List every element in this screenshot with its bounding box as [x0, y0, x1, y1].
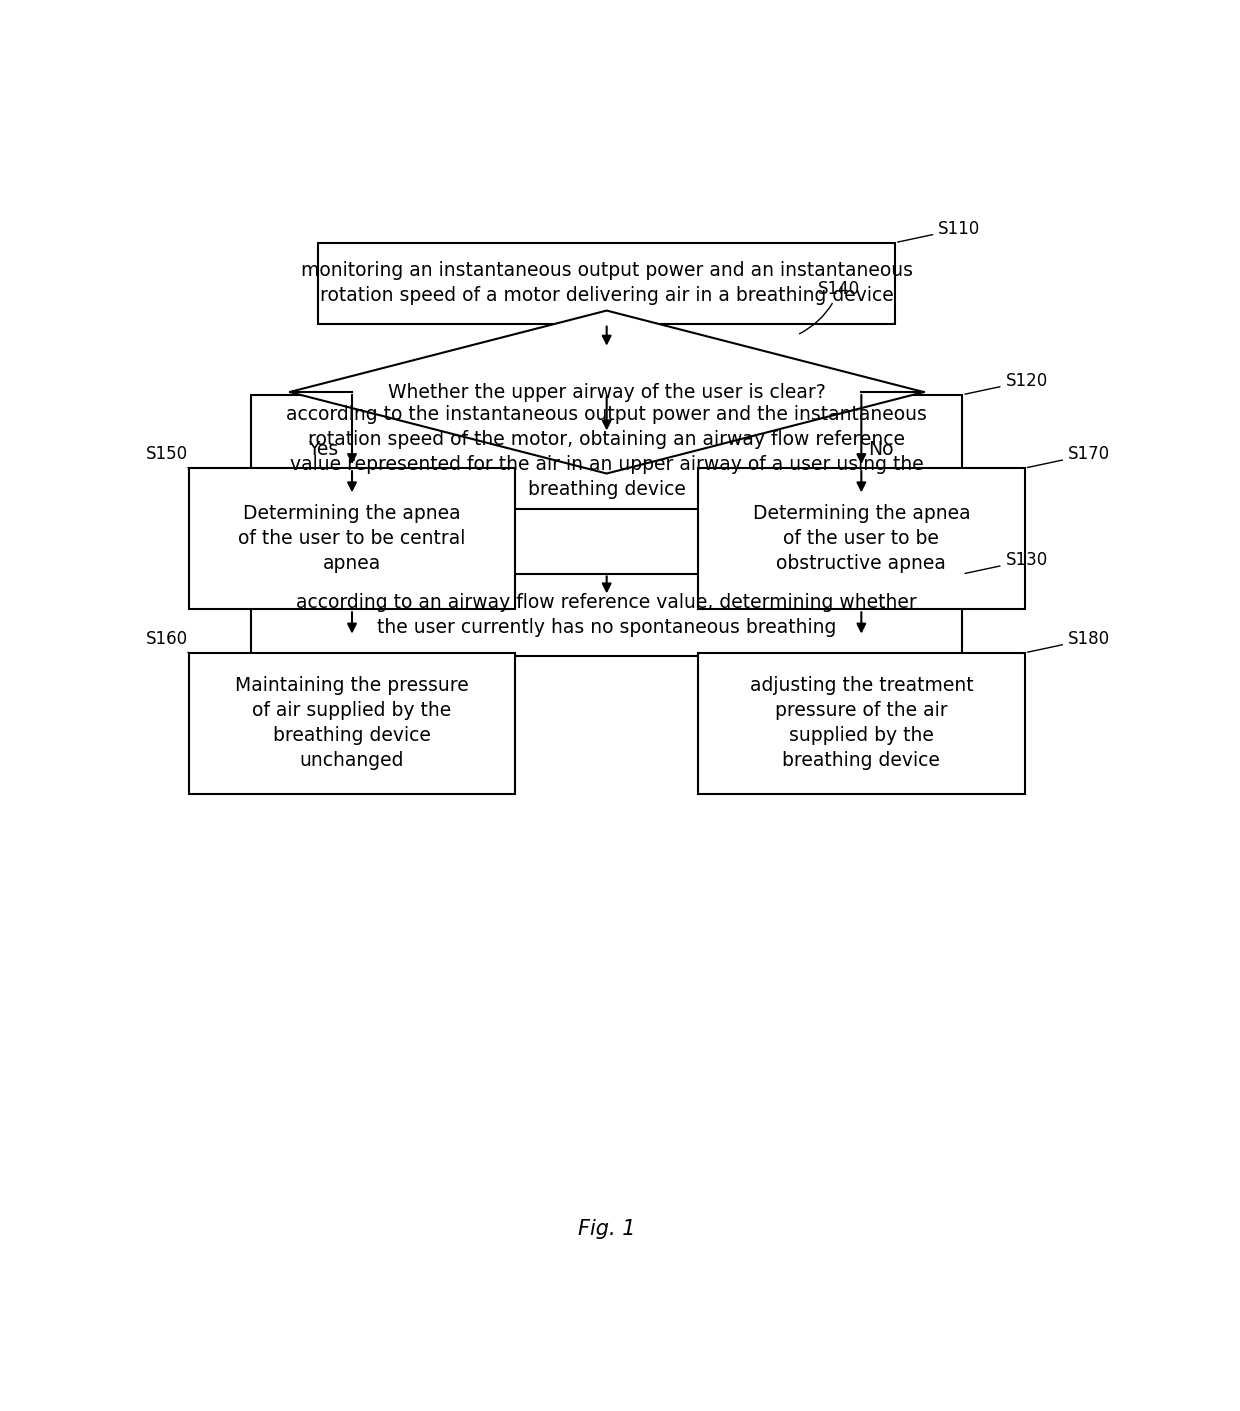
Text: Determining the apnea
of the user to be
obstructive apnea: Determining the apnea of the user to be … [753, 504, 970, 573]
Bar [250, 574, 962, 656]
Bar [188, 468, 516, 610]
Bar [698, 468, 1024, 610]
Text: Fig. 1: Fig. 1 [578, 1219, 635, 1239]
Text: S120: S120 [965, 373, 1048, 394]
Text: Yes: Yes [308, 440, 339, 459]
Text: S130: S130 [965, 552, 1048, 573]
Polygon shape [289, 310, 924, 474]
Text: monitoring an instantaneous output power and an instantaneous
rotation speed of : monitoring an instantaneous output power… [300, 261, 913, 305]
Text: Determining the apnea
of the user to be central
apnea: Determining the apnea of the user to be … [238, 504, 466, 573]
Bar [698, 653, 1024, 794]
Bar [188, 653, 516, 794]
Text: according to the instantaneous output power and the instantaneous
rotation speed: according to the instantaneous output po… [286, 405, 928, 499]
Text: S160: S160 [145, 631, 188, 653]
Text: according to an airway flow reference value, determining whether
the user curren: according to an airway flow reference va… [296, 593, 918, 636]
Text: S180: S180 [1028, 631, 1110, 652]
Text: S150: S150 [145, 446, 188, 468]
Text: S140: S140 [800, 281, 861, 334]
Text: S110: S110 [898, 220, 981, 243]
Bar [250, 395, 962, 509]
Text: No: No [868, 440, 893, 459]
Text: adjusting the treatment
pressure of the air
supplied by the
breathing device: adjusting the treatment pressure of the … [749, 676, 973, 770]
Text: S170: S170 [1028, 446, 1110, 467]
Bar [319, 243, 895, 325]
Text: Whether the upper airway of the user is clear?: Whether the upper airway of the user is … [388, 382, 826, 402]
Text: Maintaining the pressure
of air supplied by the
breathing device
unchanged: Maintaining the pressure of air supplied… [236, 676, 469, 770]
